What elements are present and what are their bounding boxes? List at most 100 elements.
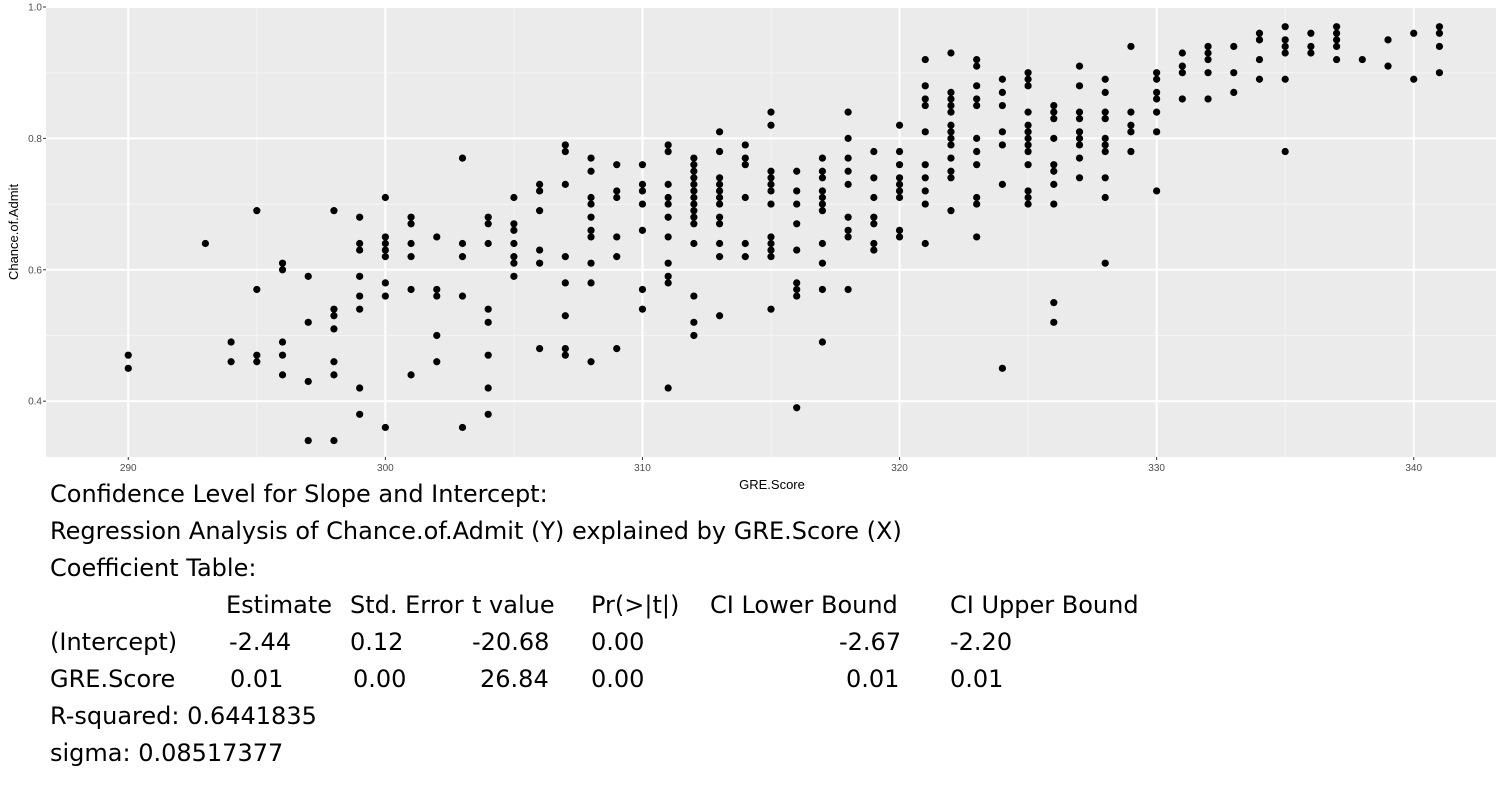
data-point (124, 351, 132, 359)
data-point (638, 226, 647, 234)
data-point (1204, 69, 1212, 77)
data-point (921, 101, 929, 110)
data-point (870, 246, 878, 254)
data-point (587, 233, 595, 241)
data-point (1024, 108, 1032, 116)
data-point (278, 266, 287, 274)
data-point (1410, 29, 1418, 37)
data-point (278, 351, 287, 359)
data-point (973, 134, 981, 142)
x-tick-label: 330 (1148, 463, 1165, 474)
data-point (1024, 121, 1032, 129)
data-point (715, 239, 724, 248)
data-point (330, 325, 338, 333)
data-point (1075, 115, 1084, 123)
data-point (818, 285, 827, 294)
data-point (253, 207, 261, 215)
data-point (793, 279, 801, 287)
data-point (381, 239, 389, 248)
data-point (1255, 55, 1264, 64)
data-point (1204, 42, 1212, 51)
data-point (638, 161, 647, 169)
data-point (613, 193, 621, 202)
data-point (1153, 75, 1161, 83)
data-point (1255, 36, 1264, 44)
data-point (1024, 134, 1032, 142)
data-point (561, 253, 569, 261)
data-point (536, 246, 544, 254)
data-point (741, 141, 749, 149)
coefficient-table-label: Coefficient Table: (50, 554, 257, 582)
data-point (1384, 36, 1392, 44)
data-point (1435, 42, 1444, 51)
data-point (561, 147, 569, 156)
data-point (1075, 62, 1084, 70)
header-std-error: Std. Error (350, 591, 464, 619)
data-point (973, 95, 981, 103)
data-point (330, 207, 338, 215)
data-point (664, 272, 672, 280)
scatter-plot: 0.4 0.6 0.8 1.0 290 300 310 320 330 340 GRE.Scor… (6, 3, 1496, 492)
data-point (998, 141, 1006, 149)
data-point (870, 220, 878, 228)
data-point (715, 128, 724, 136)
y-tick-label: 0.4 (28, 397, 42, 408)
y-tick-label: 0.8 (28, 134, 42, 145)
data-point (818, 259, 827, 267)
data-point (1024, 82, 1032, 90)
data-point (690, 161, 698, 169)
data-point (818, 193, 827, 202)
data-point (844, 226, 852, 234)
data-point (664, 141, 672, 149)
data-point (587, 193, 595, 202)
data-point (613, 233, 621, 241)
header-t-value: t value (472, 591, 555, 619)
data-point (458, 292, 467, 300)
data-point (1281, 42, 1289, 51)
data-point (1178, 49, 1186, 57)
data-point (1024, 128, 1032, 136)
data-point (1204, 95, 1212, 103)
data-point (561, 351, 569, 359)
data-point (407, 371, 415, 379)
data-point (947, 167, 955, 175)
data-point (561, 141, 569, 149)
data-point (356, 213, 364, 221)
data-point (844, 285, 852, 294)
data-point (870, 213, 878, 221)
data-point (998, 101, 1006, 110)
data-point (741, 239, 749, 248)
report-heading: Confidence Level for Slope and Intercept… (50, 480, 548, 508)
data-point (973, 193, 981, 202)
data-point (1204, 55, 1212, 64)
data-point (793, 292, 801, 300)
data-point (613, 161, 621, 169)
data-point (1307, 49, 1315, 57)
cell-ci-upper: -2.20 (950, 628, 1013, 656)
data-point (1333, 42, 1341, 51)
data-point (1075, 128, 1084, 136)
x-tick-label: 340 (1405, 463, 1422, 474)
data-point (356, 239, 364, 248)
data-point (947, 108, 955, 116)
data-point (767, 246, 775, 254)
cell-ci-lower: -2.67 (839, 628, 902, 656)
data-point (458, 239, 467, 248)
data-point (767, 108, 775, 116)
data-point (1127, 42, 1135, 51)
data-point (1127, 147, 1135, 156)
data-point (767, 239, 775, 248)
data-point (1127, 121, 1135, 129)
data-point (844, 233, 852, 241)
data-point (664, 259, 672, 267)
x-tick-label: 310 (634, 463, 651, 474)
data-point (381, 233, 389, 241)
data-point (818, 187, 827, 195)
data-point (407, 213, 415, 221)
x-tick-label: 320 (891, 463, 908, 474)
data-point (201, 239, 209, 248)
data-point (947, 207, 955, 215)
data-point (304, 318, 312, 326)
data-point (921, 128, 929, 136)
data-point (536, 180, 544, 188)
